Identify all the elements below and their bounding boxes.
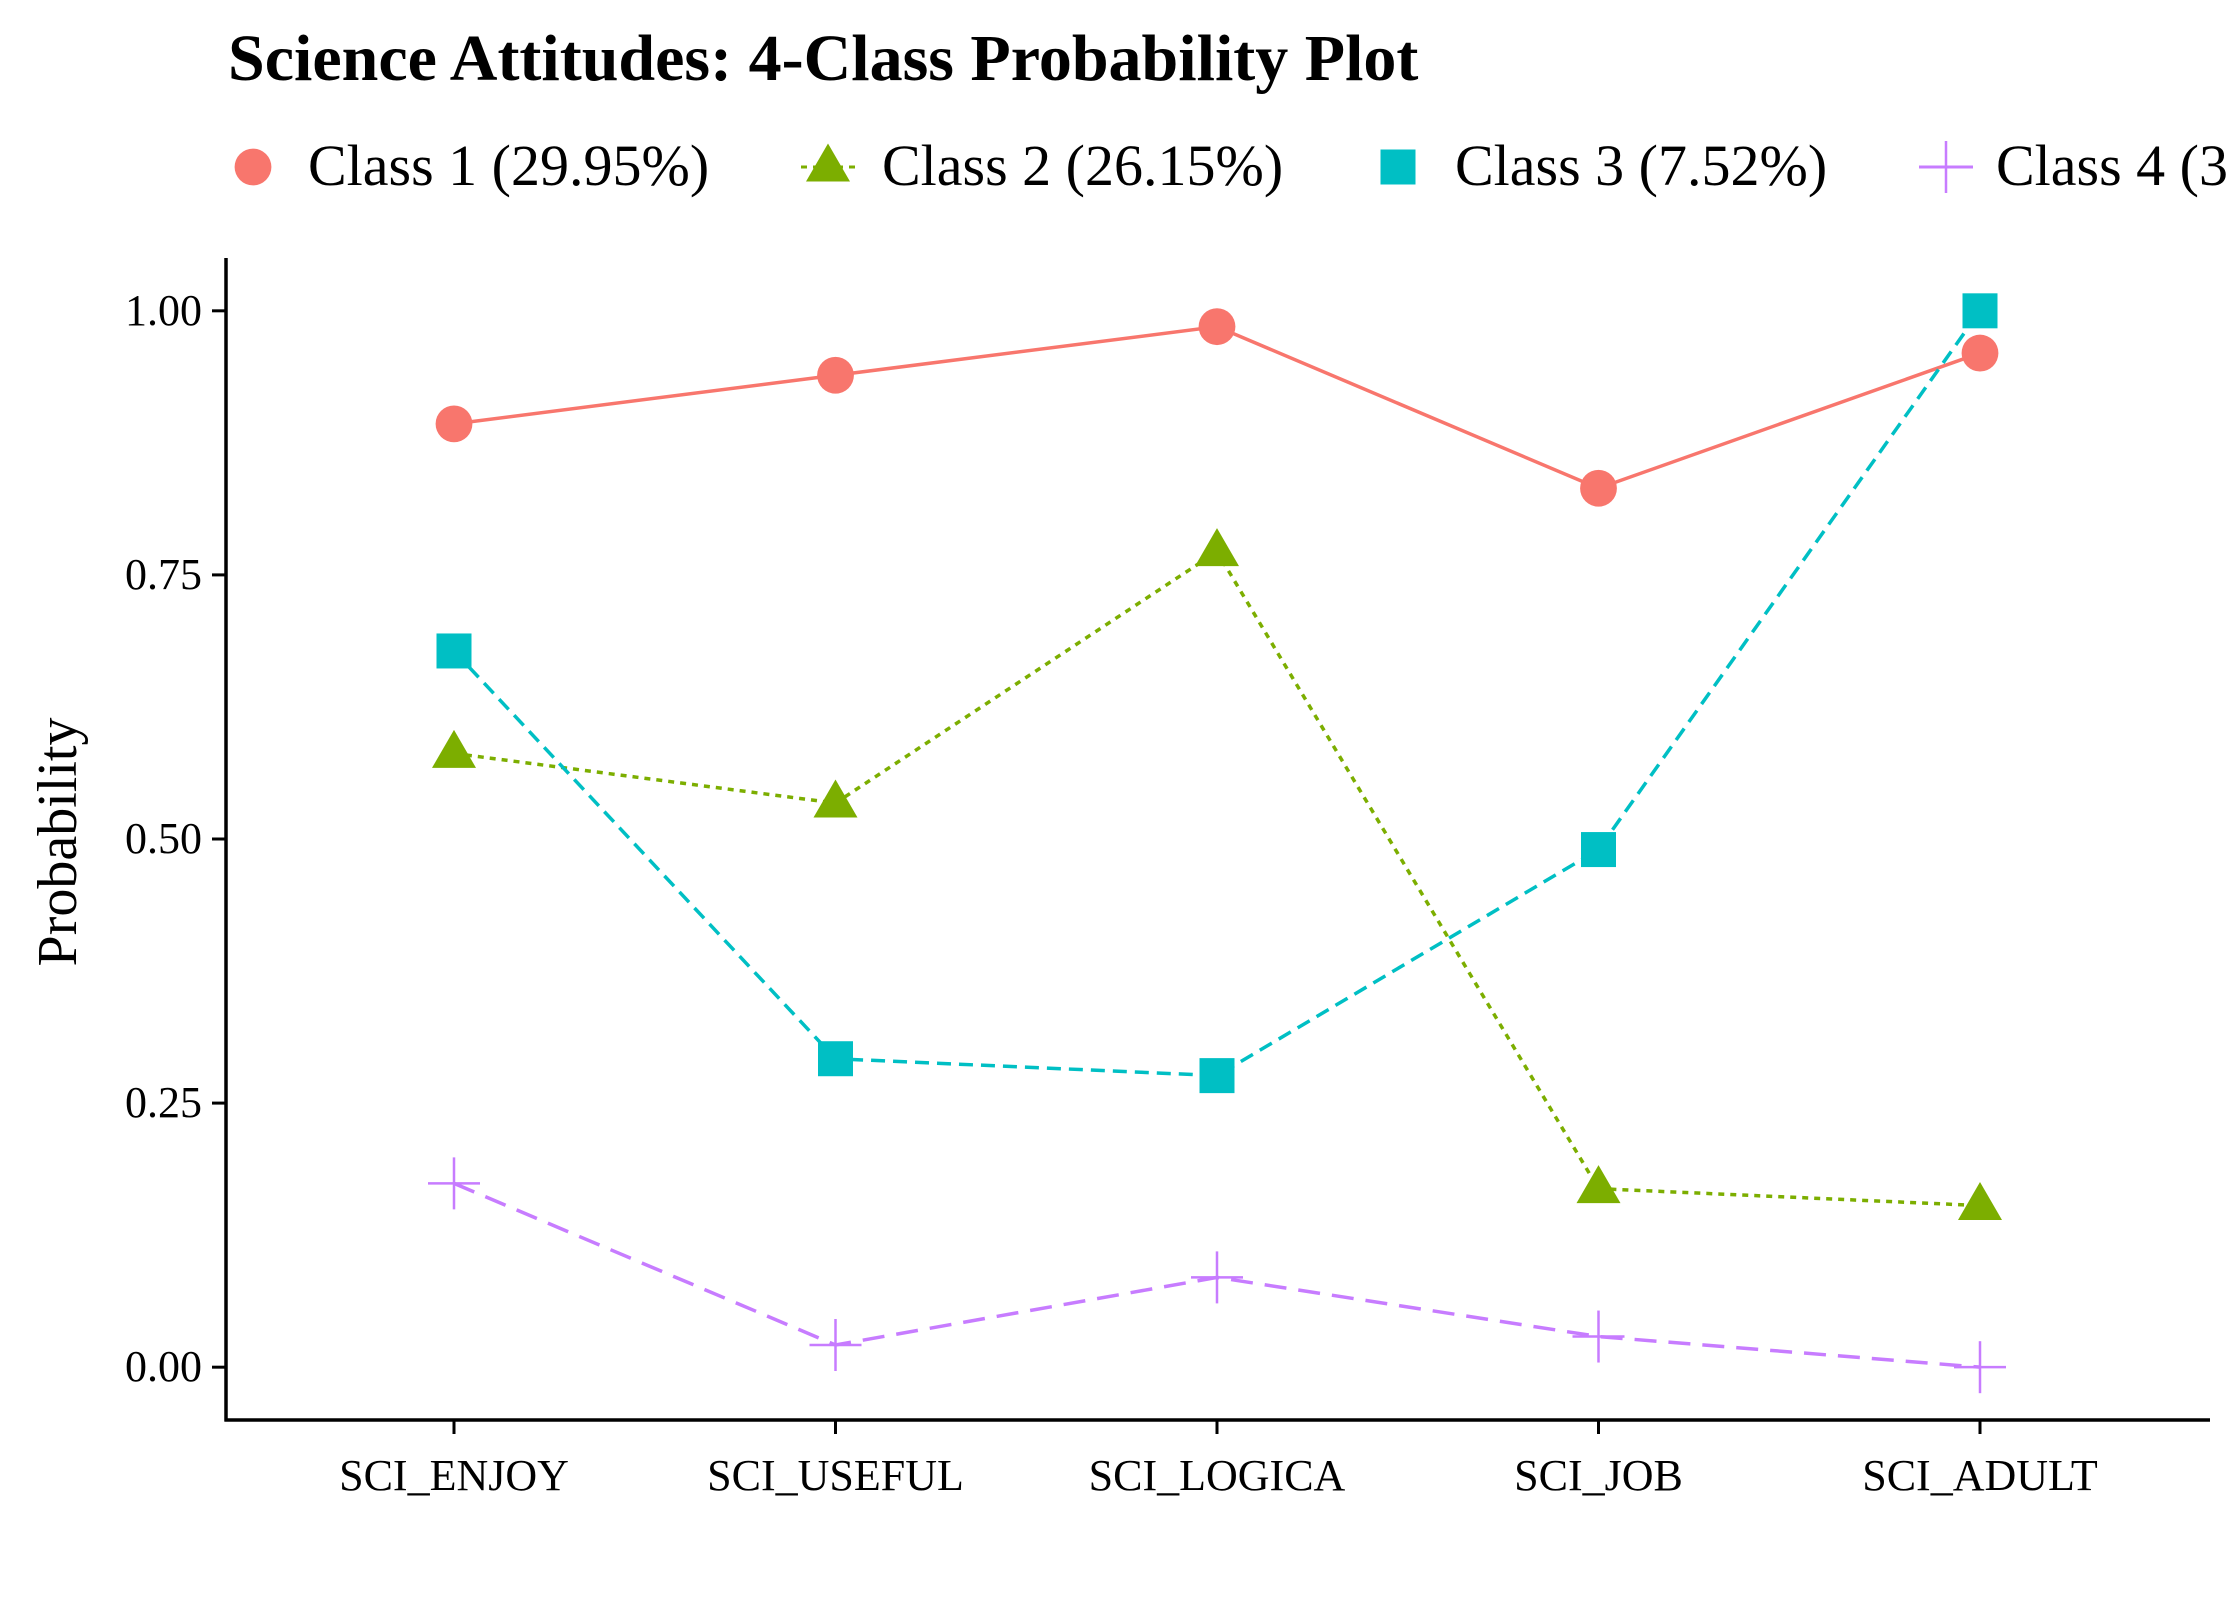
point-plus — [1954, 1341, 2006, 1394]
legend-label: Class 1 (29.95%) — [308, 133, 709, 198]
point-triangle — [1195, 528, 1239, 567]
series-line — [453, 549, 1981, 1208]
point-plus — [1191, 1251, 1243, 1304]
series-line — [453, 324, 1981, 491]
series-layer — [428, 293, 2006, 1394]
point-circle — [1198, 308, 1236, 346]
series-1 — [435, 308, 1999, 507]
legend: Class 1 (29.95%) Class 2 (26.15%) Class 3 … — [234, 133, 2228, 198]
axes: 0.00 0.25 0.50 0.75 1.00 SCI_ENJOY SCI_USEFUL S… — [125, 258, 2210, 1500]
legend-label: Class 3 (7.52%) — [1455, 133, 1827, 198]
point-circle — [1580, 469, 1617, 507]
x-tick-label: SCI_USEFUL — [707, 1451, 964, 1500]
point-circle — [234, 148, 272, 186]
point-plus — [1572, 1310, 1625, 1363]
point-triangle — [806, 143, 850, 182]
point-plus — [1920, 141, 1972, 193]
chart-title: Science Attitudes: 4-Class Probability P… — [228, 22, 1418, 95]
legend-key — [234, 148, 272, 186]
legend-label: Class 2 (26.15%) — [882, 133, 1283, 198]
point-square — [436, 633, 472, 669]
series-2 — [432, 528, 2002, 1220]
point-square — [1581, 832, 1616, 868]
y-tick-label: 0.50 — [125, 814, 202, 863]
point-triangle — [432, 729, 476, 768]
point-square — [1962, 293, 1998, 329]
point-square — [1199, 1058, 1235, 1094]
legend-item-4: Class 4 (3 — [1919, 133, 2228, 198]
point-circle — [817, 356, 854, 394]
point-square — [1380, 149, 1416, 185]
y-axis-label: Probability — [27, 718, 89, 967]
y-tick-label: 0.00 — [125, 1342, 202, 1391]
y-tick-label: 0.25 — [125, 1078, 202, 1127]
x-tick-label: SCI_ADULT — [1862, 1451, 2098, 1500]
legend-item-2: Class 2 (26.15%) — [801, 133, 1283, 198]
legend-key — [1919, 141, 1973, 193]
point-square — [818, 1041, 853, 1077]
point-plus — [428, 1157, 480, 1210]
series-4 — [428, 1157, 2006, 1394]
point-circle — [435, 405, 473, 443]
x-tick-label: SCI_LOGICA — [1089, 1451, 1346, 1500]
series-3 — [436, 293, 1998, 1094]
legend-label: Class 4 (3 — [1996, 133, 2228, 198]
point-triangle — [1576, 1165, 1621, 1204]
legend-item-3: Class 3 (7.52%) — [1380, 133, 1827, 198]
y-tick-label: 0.75 — [125, 550, 202, 599]
legend-key — [801, 143, 855, 182]
point-plus — [809, 1318, 862, 1371]
point-triangle — [813, 779, 858, 818]
y-tick-label: 1.00 — [125, 286, 202, 335]
x-tick-label: SCI_ENJOY — [339, 1451, 569, 1500]
legend-key — [1380, 149, 1416, 185]
point-triangle — [1958, 1181, 2002, 1220]
series-line — [452, 309, 1982, 1078]
legend-item-1: Class 1 (29.95%) — [234, 133, 709, 198]
x-tick-label: SCI_JOB — [1514, 1451, 1683, 1500]
point-circle — [1961, 334, 1999, 372]
